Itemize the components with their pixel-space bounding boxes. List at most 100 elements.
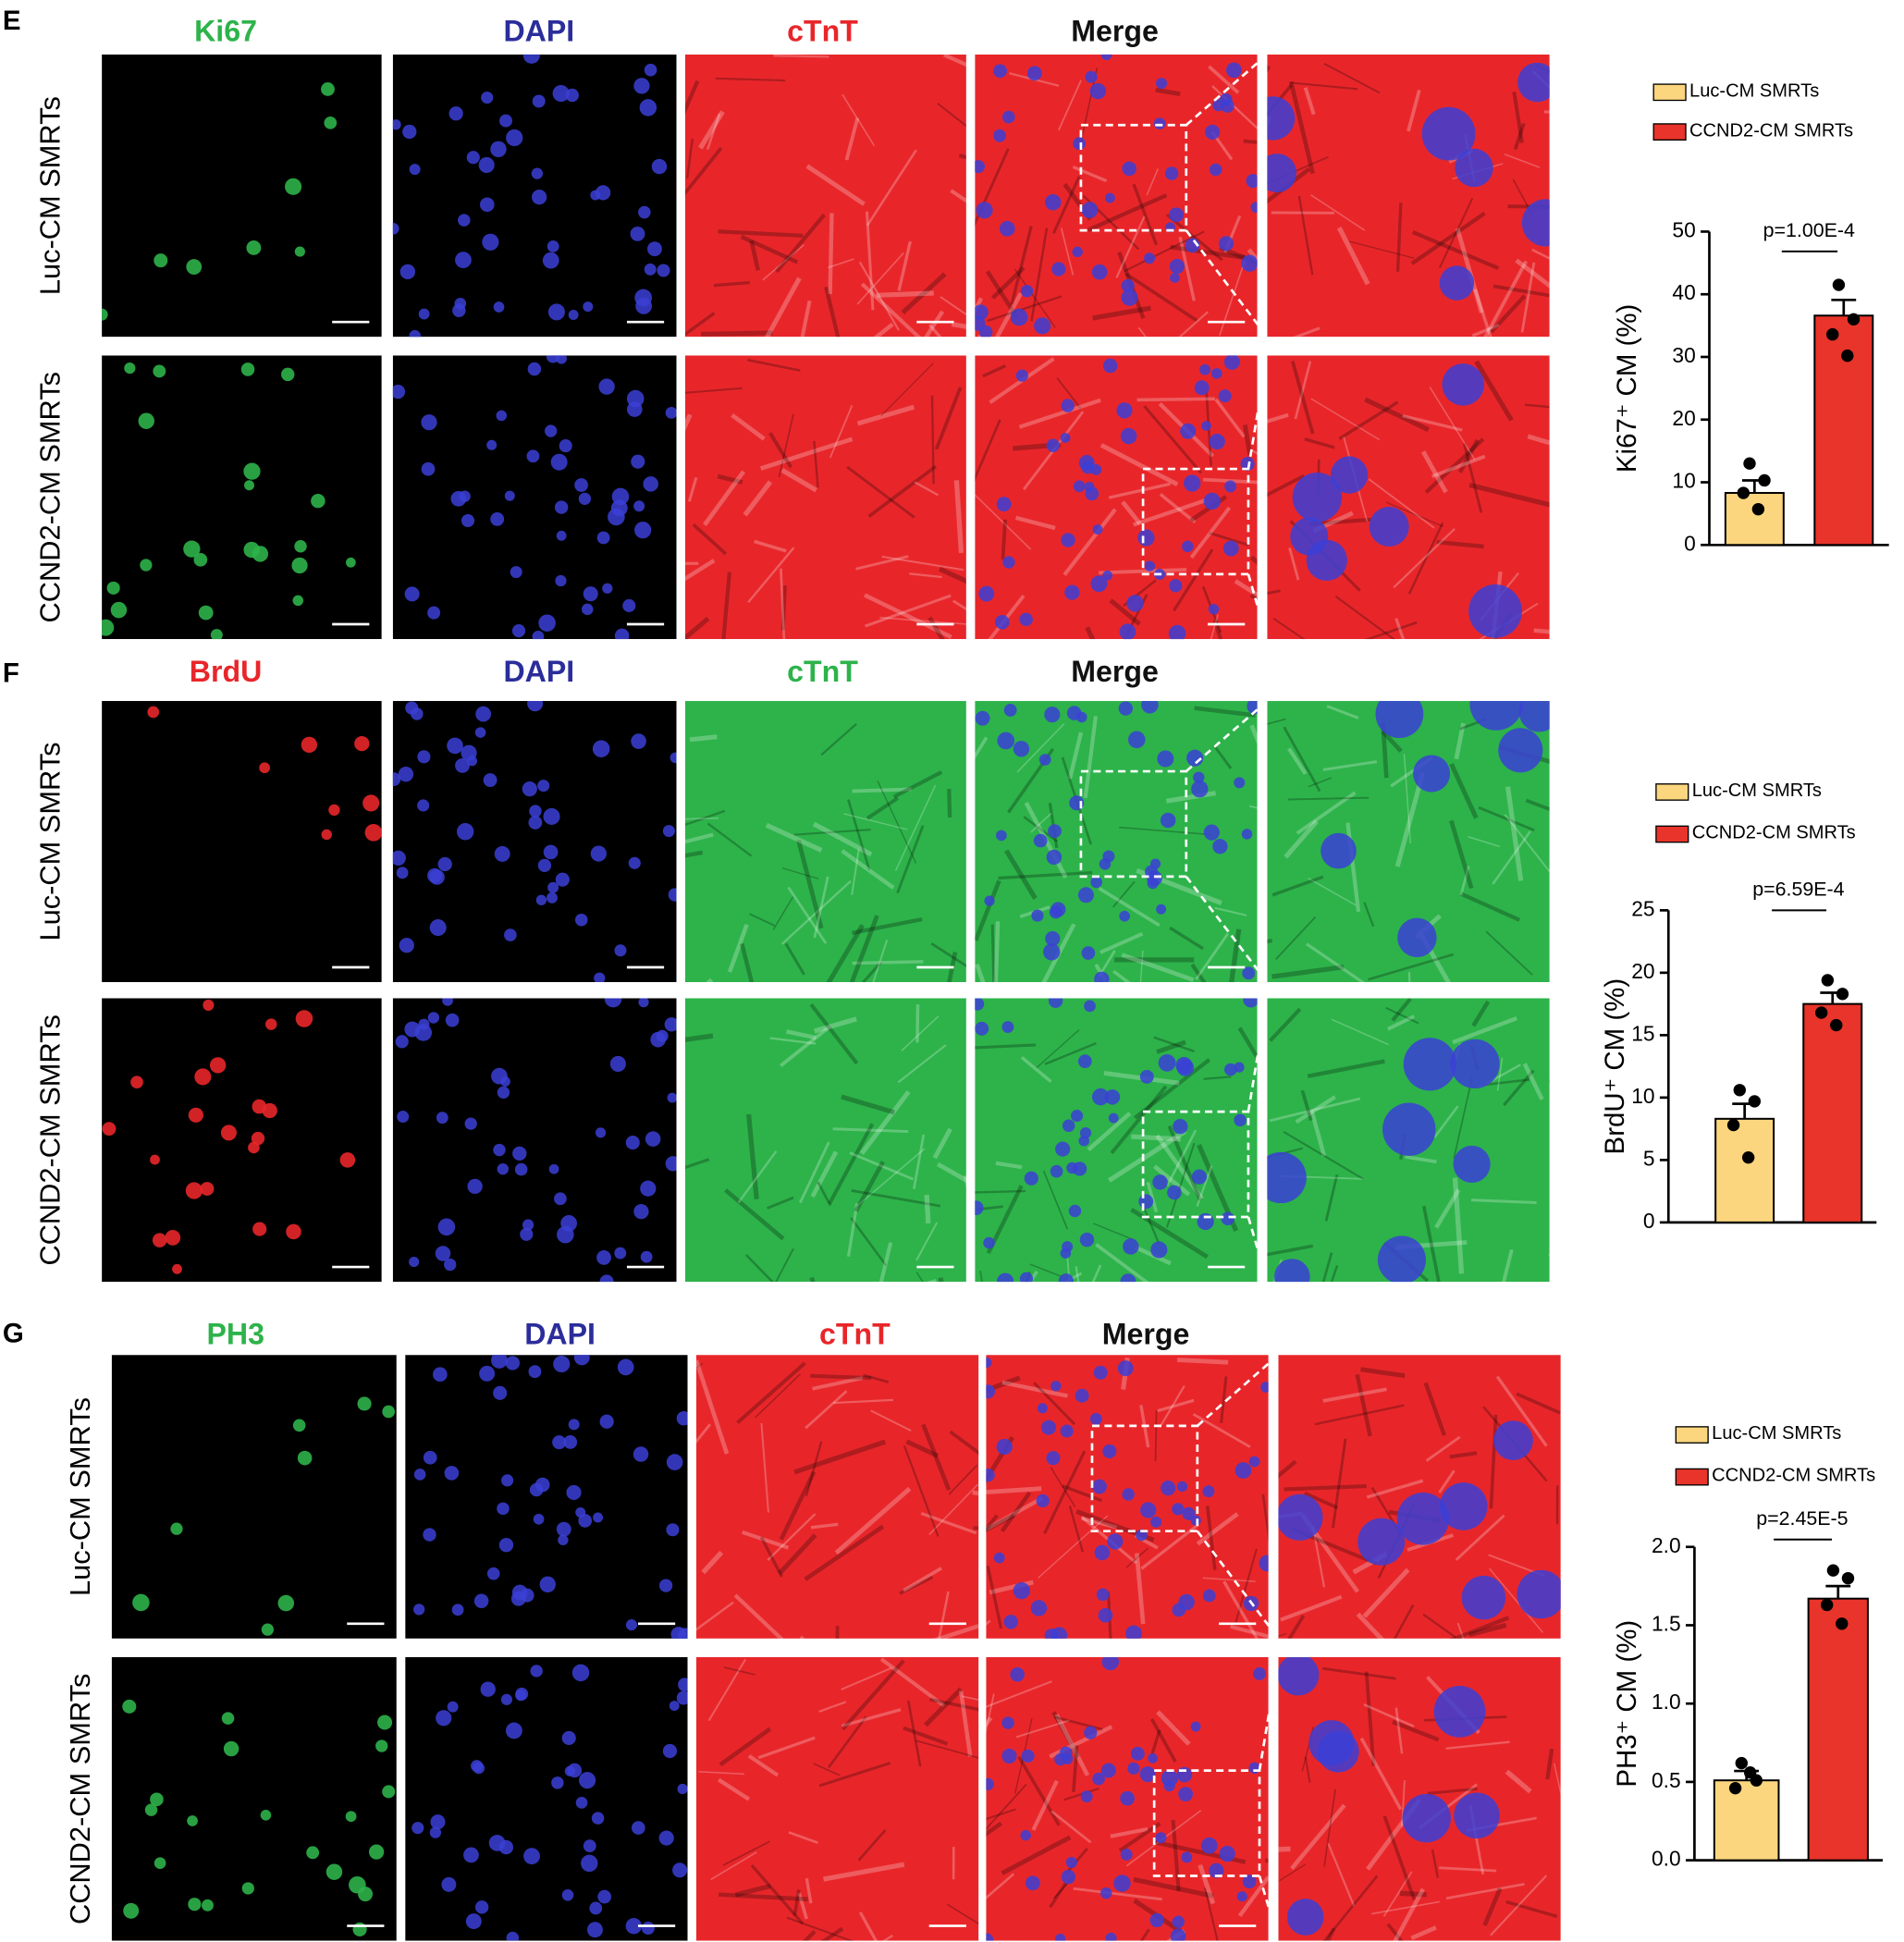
fiber xyxy=(1327,1842,1356,1907)
fiber xyxy=(856,252,904,305)
fiber xyxy=(1066,1255,1071,1283)
nucleus xyxy=(1178,1593,1195,1611)
nucleus xyxy=(1201,421,1211,431)
fiber xyxy=(1284,1483,1367,1492)
nucleus xyxy=(1156,903,1167,915)
fiber xyxy=(1203,1075,1232,1080)
nucleus xyxy=(352,1922,367,1936)
micrograph-content xyxy=(975,355,1258,640)
fiber xyxy=(810,1150,839,1198)
nucleus xyxy=(1292,473,1343,522)
row-label: CCND2-CM SMRTs xyxy=(64,1674,96,1924)
fiber xyxy=(1156,1039,1186,1054)
nucleus xyxy=(1396,1492,1450,1545)
nucleus xyxy=(1248,1456,1260,1468)
fiber xyxy=(1385,501,1443,527)
fiber xyxy=(849,915,879,983)
nucleus xyxy=(996,830,1007,842)
nucleus xyxy=(124,362,136,375)
nucleus xyxy=(560,1214,578,1232)
zoom-box xyxy=(1079,123,1188,232)
nucleus xyxy=(996,497,1012,512)
fiber xyxy=(778,1533,817,1576)
fiber xyxy=(1038,1515,1109,1579)
micrograph-content xyxy=(975,54,1258,338)
nucleus xyxy=(512,1146,527,1161)
fiber xyxy=(1490,1874,1548,1936)
channel-header: DAPI xyxy=(503,15,574,48)
fiber xyxy=(775,213,826,274)
nucleus xyxy=(259,762,270,774)
nucleus xyxy=(676,1410,688,1426)
nucleus xyxy=(608,508,625,526)
micrograph-content xyxy=(1278,1656,1561,1941)
micrograph-content xyxy=(1267,998,1550,1283)
nucleus xyxy=(645,1131,661,1147)
nucleus xyxy=(1498,728,1543,773)
zoom-line xyxy=(1196,1354,1280,1427)
nucleus xyxy=(1218,236,1235,252)
fiber xyxy=(1214,906,1247,916)
fiber xyxy=(986,1693,995,1735)
nucleus xyxy=(628,856,641,869)
nucleus xyxy=(459,490,471,502)
fiber xyxy=(993,921,1001,983)
nucleus xyxy=(528,816,543,830)
fiber xyxy=(797,1892,809,1920)
y-tick-label: 2.0 xyxy=(1652,1533,1681,1557)
fiber xyxy=(1210,614,1219,640)
nucleus xyxy=(429,1826,442,1838)
fiber xyxy=(813,1016,857,1034)
data-point xyxy=(1726,1118,1740,1132)
nucleus xyxy=(1054,1933,1066,1941)
nucleus xyxy=(630,226,645,241)
fiber xyxy=(1505,786,1524,881)
nucleus xyxy=(614,628,630,640)
fiber xyxy=(780,584,787,631)
fiber xyxy=(1112,880,1136,908)
fiber xyxy=(1087,1112,1132,1152)
nucleus xyxy=(1144,560,1156,572)
micrograph xyxy=(111,1355,397,1639)
fiber xyxy=(975,419,1001,482)
fiber xyxy=(799,1141,830,1204)
nucleus xyxy=(252,546,269,562)
fiber xyxy=(698,1771,744,1776)
channel-header: cTnT xyxy=(787,655,858,688)
nucleus xyxy=(668,888,677,902)
fiber xyxy=(687,477,698,502)
fiber xyxy=(793,829,871,836)
fiber xyxy=(1031,1779,1059,1831)
nucleus xyxy=(583,301,594,313)
legend-swatch xyxy=(1655,783,1689,801)
micrograph xyxy=(1267,54,1550,338)
nucleus xyxy=(243,462,261,480)
nucleus xyxy=(1517,1569,1561,1619)
fiber xyxy=(778,413,794,478)
fiber xyxy=(1165,791,1217,804)
nucleus xyxy=(1120,1273,1136,1283)
fiber xyxy=(1018,398,1101,429)
zoom-line xyxy=(1247,998,1269,1112)
nucleus xyxy=(638,998,649,1008)
micrograph-content xyxy=(392,54,677,338)
fiber xyxy=(1474,360,1514,422)
fiber xyxy=(1368,953,1455,981)
nucleus xyxy=(1126,595,1144,612)
nucleus xyxy=(535,894,547,905)
nucleus xyxy=(1155,1832,1167,1844)
nucleus xyxy=(1278,1656,1320,1696)
nucleus xyxy=(1045,194,1062,211)
fiber xyxy=(779,1470,817,1541)
nucleus xyxy=(480,1681,496,1697)
nucleus xyxy=(1048,998,1063,1008)
fiber xyxy=(1449,763,1479,819)
fiber xyxy=(1504,814,1550,874)
nucleus xyxy=(1169,207,1185,223)
fiber xyxy=(684,1158,710,1170)
fiber xyxy=(852,787,912,793)
fiber xyxy=(1143,405,1203,474)
y-tick-label: 20 xyxy=(1672,406,1695,430)
fiber xyxy=(1155,1134,1204,1200)
channel-header: Ki67 xyxy=(194,15,257,48)
